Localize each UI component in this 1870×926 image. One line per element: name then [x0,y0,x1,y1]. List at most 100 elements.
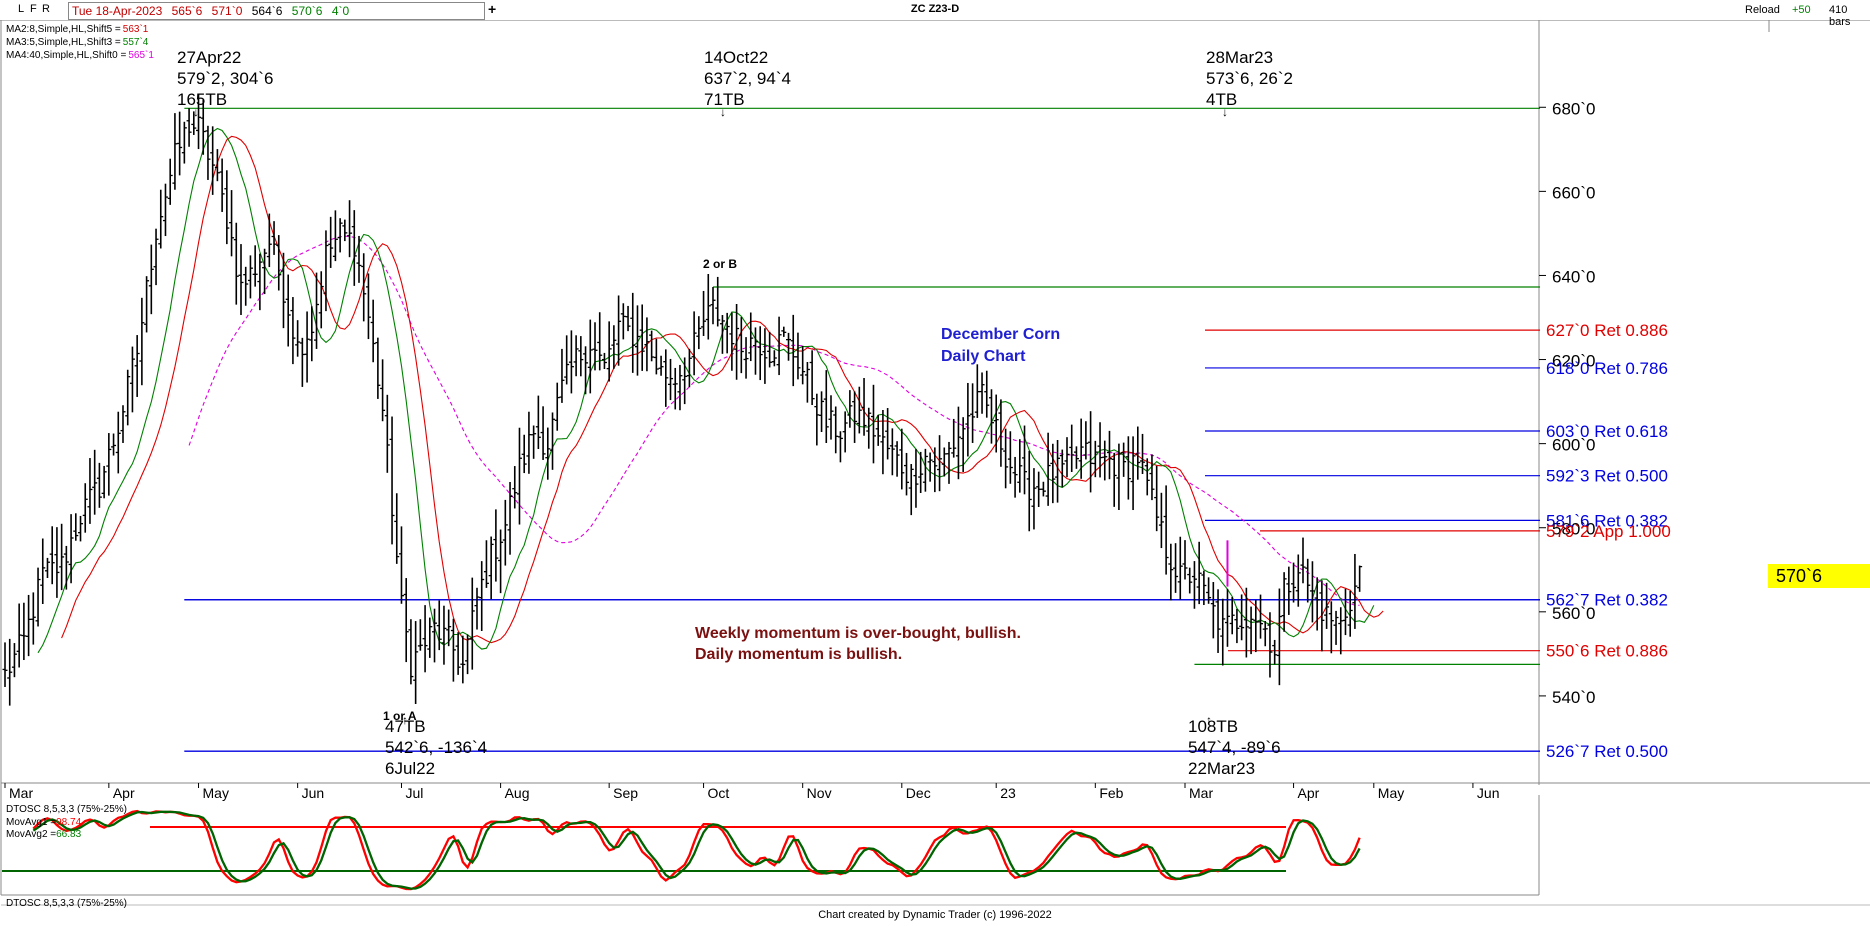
ohlc-bar [668,358,674,401]
ohlc-bar [856,386,862,434]
pivot-arrow: ↑ [402,713,408,727]
ohlc-bar [427,617,433,658]
ohlc-bar [365,273,371,340]
ohlc-bar [1215,589,1221,653]
ohlc-bar [800,345,806,385]
ohlc-bar [1125,436,1131,500]
osc-title: DTOSC 8,5,3,3 (75%-25%) [6,804,127,815]
add-button[interactable]: + [488,1,497,17]
ohlc-bar [1243,587,1249,658]
ohlc-bar [1201,570,1207,606]
ohlc-bar [205,125,211,180]
ohlc-bar [134,335,140,397]
ohlc-bar [30,592,36,645]
ohlc-bar [771,350,777,367]
mode-button-f[interactable]: F [30,3,37,15]
momentum-note-daily: Daily momentum is bullish. [695,646,902,663]
ma2-legend: MA2:8,Simple,HL,Shift5 = 563`1 [6,24,148,35]
ohlc-bar [380,359,386,422]
mode-button-r[interactable]: R [42,3,50,15]
ohlc-bar [78,515,84,542]
ohlc-bar [1055,439,1061,503]
ohlc-bar [252,245,258,287]
ohlc-bar [705,274,711,340]
ohlc-bar [748,312,754,362]
y-tick-label: 560`0 [1552,604,1595,623]
pivot-label-28mar23: 28Mar23 573`6, 26`2 4TB [1206,48,1293,109]
mode-button-l[interactable]: L [18,3,25,15]
ohlc-bar [120,405,126,443]
plus50-button[interactable]: +50 [1792,4,1811,16]
ohlc-bar [1248,606,1254,655]
reload-button[interactable]: Reload [1745,4,1780,16]
pivot-text: 6Jul22 [385,759,435,778]
ohlc-bar [101,465,107,499]
ohlc-bar [35,567,41,627]
ohlc-bar [1206,577,1212,604]
ma4-label: MA4:40,Simple,HL,Shift0 = [6,50,127,61]
y-tick-label: 580`0 [1552,520,1595,539]
pivot-label-14oct22: 14Oct22 637`2, 94`4 71TB [704,48,791,109]
ohlc-bar [837,431,843,463]
ohlc-bar [861,378,867,436]
ohlc-bar [59,523,65,591]
ohlc-bar [398,526,404,604]
ohlc-bar [455,632,461,675]
ohlc-bar [1234,608,1240,644]
ohlc-bar [677,364,683,411]
open-value: 565`6 [171,4,203,18]
ohlc-bar [389,416,395,545]
ohlc-bar [162,183,168,237]
ohlc-bar [955,406,961,480]
ohlc-bar [328,216,334,268]
ohlc-bar [1220,598,1226,666]
ohlc-bar [601,352,607,369]
pivot-arrow: ↓ [720,105,726,119]
date-display: Tue 18-Apr-2023 [72,4,163,18]
ohlc-bar [583,346,589,395]
ohlc-bar [1088,411,1094,493]
ohlc-bar [1224,588,1230,647]
ma3-line [37,127,1375,654]
ohlc-bar [238,244,244,316]
ohlc-bar [413,621,419,704]
ohlc-bar [422,605,428,673]
ohlc-bar [214,149,220,182]
ohlc-bar [219,158,225,212]
ohlc-bar [1069,424,1075,472]
last-price-marker: 570`6 [1768,564,1870,588]
ohlc-bar [49,526,55,585]
ohlc-bar [1182,540,1188,580]
ohlc-bar [375,337,381,399]
ohlc-bar [880,409,886,475]
ohlc-bar [814,393,820,446]
ohlc-bar [1314,577,1320,631]
ohlc-bar [531,425,537,459]
movavg1-value: 98.74 [56,817,82,828]
ohlc-bar [1168,543,1174,601]
pivot-text: 22Mar23 [1188,759,1255,778]
ohlc-bar [875,414,881,446]
ohlc-bar [866,407,872,449]
ohlc-bar [889,428,895,476]
pivot-text: 14Oct22 [704,48,768,67]
osc-movavg1: MovAvg1 =98.74 [6,817,81,828]
ohlc-bar [280,252,286,329]
ohlc-bar [186,108,192,147]
ohlc-bar [370,299,376,363]
ohlc-bar [2,642,8,687]
ohlc-bar [616,295,622,366]
ohlc-bar [1135,426,1141,480]
ohlc-bar [1253,600,1259,653]
ohlc-bar [1154,465,1160,532]
ohlc-bar [516,427,522,525]
ohlc-bar [592,322,598,371]
low-value: 564`6 [251,4,283,18]
ohlc-bar [1106,430,1112,480]
ohlc-bar [243,266,249,306]
ohlc-bar [1083,421,1089,460]
ohlc-bar [139,297,145,386]
x-tick-label: May [1378,785,1404,801]
date-ohlc-display[interactable]: Tue 18-Apr-2023 565`6 571`0 564`6 570`6 … [68,2,485,20]
